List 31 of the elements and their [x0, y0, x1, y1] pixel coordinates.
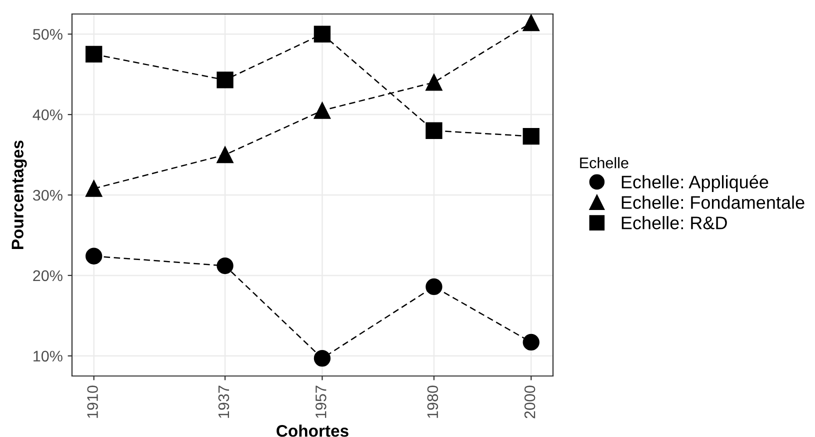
point	[522, 14, 540, 32]
y-tick-label: 10%	[34, 350, 62, 362]
y-tick-label: 20%	[33, 270, 62, 282]
point	[216, 72, 234, 88]
x-tick-label: 2000	[524, 386, 536, 418]
point	[216, 146, 234, 164]
point	[314, 26, 331, 42]
point	[86, 46, 102, 63]
legend-label: Echelle: Fondamentale	[622, 196, 804, 209]
x-tick-label: 1937	[218, 386, 230, 418]
point	[522, 128, 540, 145]
y-tick-label: 50%	[33, 28, 62, 40]
x-tick-label: 1910	[87, 386, 98, 418]
x-axis-title: Cohortes	[276, 424, 348, 437]
x-tick-label: 1980	[427, 386, 438, 418]
legend-label: Echelle: R&D	[622, 216, 727, 230]
point	[426, 122, 442, 139]
point	[216, 257, 234, 274]
point	[426, 74, 442, 91]
x-tick-label: 1957	[316, 386, 326, 418]
legend-label: Echelle: Appliquée	[622, 174, 768, 192]
point	[314, 102, 331, 119]
point	[314, 350, 331, 367]
point	[426, 278, 442, 296]
point	[86, 180, 102, 197]
y-tick-label: 40%	[32, 109, 62, 120]
y-axis-title: Pourcentages	[12, 140, 27, 249]
y-tick-label: 30%	[32, 190, 62, 201]
legend-title: Echelle	[580, 157, 628, 168]
point	[522, 334, 540, 351]
point	[86, 248, 102, 264]
